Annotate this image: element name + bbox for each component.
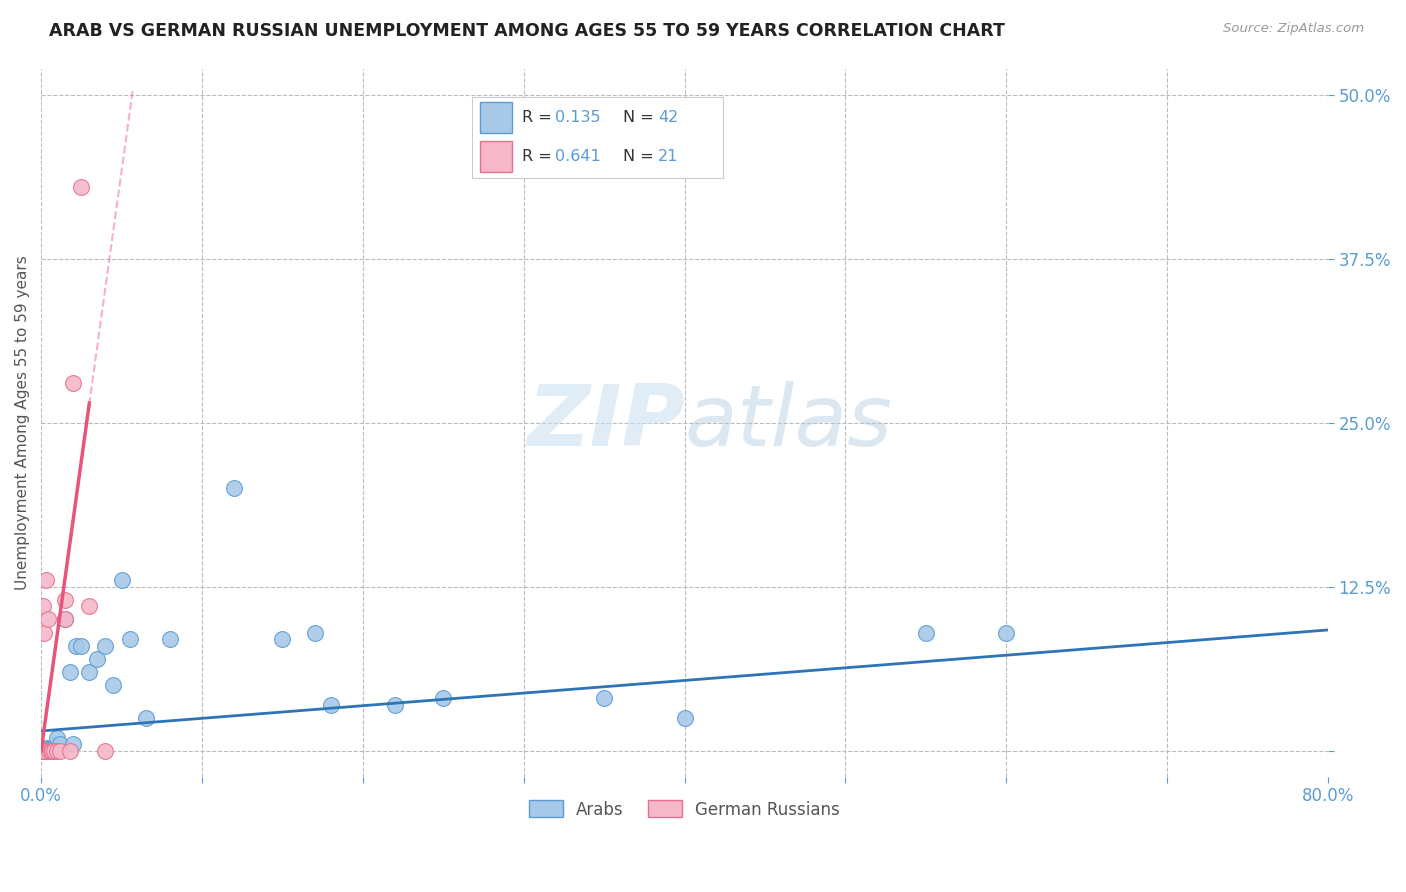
Point <box>42 744 65 758</box>
Point <box>271 632 294 647</box>
Point <box>31 744 53 758</box>
Point <box>53 592 76 607</box>
Point <box>30 744 52 758</box>
Point <box>86 652 108 666</box>
Point <box>42 742 65 756</box>
Point <box>34 625 56 640</box>
Point <box>31 742 53 756</box>
Point <box>319 698 342 712</box>
Point <box>135 711 157 725</box>
Point <box>995 625 1018 640</box>
Legend: Arabs, German Russians: Arabs, German Russians <box>523 794 846 825</box>
Point <box>41 744 63 758</box>
Text: ZIP: ZIP <box>527 381 685 464</box>
Point <box>31 599 53 614</box>
Point <box>30 744 52 758</box>
Point <box>38 744 60 758</box>
Point <box>593 691 616 706</box>
Point <box>35 742 58 756</box>
Point <box>34 744 56 758</box>
Point <box>79 665 101 679</box>
Point <box>59 744 82 758</box>
Text: Source: ZipAtlas.com: Source: ZipAtlas.com <box>1223 22 1364 36</box>
Point <box>62 737 84 751</box>
Point <box>49 744 72 758</box>
Point <box>41 744 63 758</box>
Point <box>37 612 59 626</box>
Point <box>53 612 76 626</box>
Point <box>914 625 936 640</box>
Point <box>46 737 69 751</box>
Point <box>384 698 406 712</box>
Point <box>38 744 60 758</box>
Point <box>673 711 696 725</box>
Point <box>46 731 69 745</box>
Point <box>35 573 58 587</box>
Point <box>224 481 246 495</box>
Point <box>31 744 53 758</box>
Point <box>37 742 59 756</box>
Point <box>49 737 72 751</box>
Point <box>46 744 69 758</box>
Point <box>39 742 62 756</box>
Point <box>103 678 125 692</box>
Y-axis label: Unemployment Among Ages 55 to 59 years: Unemployment Among Ages 55 to 59 years <box>15 255 30 591</box>
Point <box>62 376 84 391</box>
Point <box>70 179 93 194</box>
Point <box>38 744 60 758</box>
Point <box>70 639 93 653</box>
Point <box>34 742 56 756</box>
Point <box>110 573 132 587</box>
Point <box>35 744 58 758</box>
Point <box>37 744 59 758</box>
Point <box>31 744 53 758</box>
Point <box>118 632 141 647</box>
Point <box>34 744 56 758</box>
Point <box>94 744 117 758</box>
Point <box>39 744 62 758</box>
Point <box>79 599 101 614</box>
Point <box>42 744 65 758</box>
Text: ARAB VS GERMAN RUSSIAN UNEMPLOYMENT AMONG AGES 55 TO 59 YEARS CORRELATION CHART: ARAB VS GERMAN RUSSIAN UNEMPLOYMENT AMON… <box>49 22 1005 40</box>
Point <box>432 691 454 706</box>
Text: atlas: atlas <box>685 381 893 464</box>
Point <box>304 625 326 640</box>
Point <box>94 639 117 653</box>
Point <box>53 612 76 626</box>
Point <box>65 639 87 653</box>
Point <box>35 741 58 756</box>
Point <box>159 632 181 647</box>
Point <box>59 665 82 679</box>
